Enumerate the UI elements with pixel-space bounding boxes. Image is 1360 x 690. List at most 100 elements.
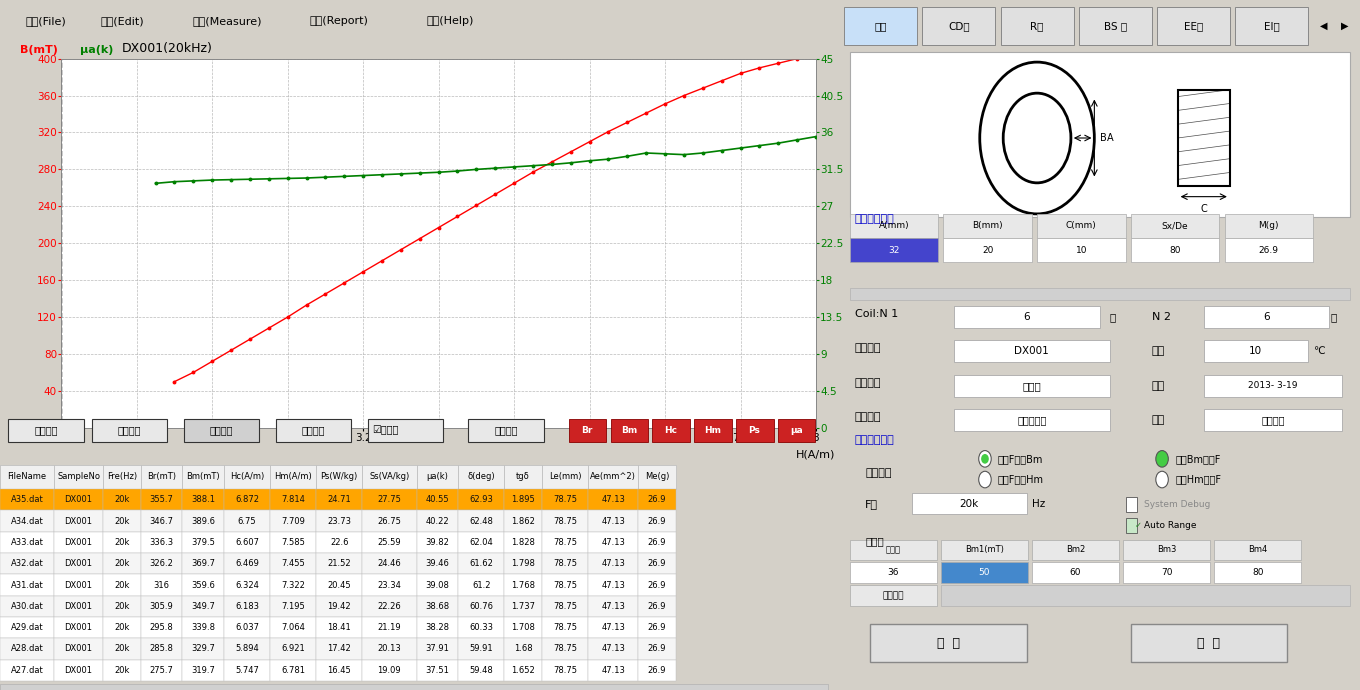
Text: 389.6: 389.6 [192, 517, 215, 526]
Text: Bm2: Bm2 [1066, 545, 1085, 555]
Bar [54, 532, 103, 553]
Text: DX001: DX001 [65, 666, 92, 675]
Text: 379.5: 379.5 [192, 538, 215, 547]
Text: 20k: 20k [960, 499, 979, 509]
Circle shape [1156, 471, 1168, 488]
Bar [505, 638, 543, 660]
Text: tgδ: tgδ [517, 473, 530, 482]
Text: 26.9: 26.9 [647, 602, 666, 611]
Bar [0, 511, 54, 532]
Text: 78.75: 78.75 [554, 495, 577, 504]
Text: 材料名称: 材料名称 [854, 378, 881, 388]
Text: Le(mm): Le(mm) [548, 473, 581, 482]
Text: 盈德兴磁电: 盈德兴磁电 [1017, 415, 1047, 425]
Text: 23.34: 23.34 [378, 580, 401, 589]
Bar [224, 511, 271, 532]
Bar [140, 574, 182, 595]
Bar [103, 660, 140, 681]
Text: 7.195: 7.195 [282, 602, 305, 611]
Text: 26.9: 26.9 [647, 580, 666, 589]
Bar [362, 489, 416, 511]
FancyBboxPatch shape [92, 419, 167, 442]
Bar [182, 489, 224, 511]
Text: 20.13: 20.13 [378, 644, 401, 653]
Bar [543, 511, 588, 532]
Text: 样品参数输入: 样品参数输入 [854, 215, 895, 224]
Text: 样品编号: 样品编号 [854, 344, 881, 353]
Bar [416, 638, 458, 660]
Bar [0, 660, 54, 681]
Text: A31.dat: A31.dat [11, 580, 44, 589]
Text: 6.75: 6.75 [238, 517, 257, 526]
Bar [140, 660, 182, 681]
Text: Bm(mT): Bm(mT) [186, 473, 220, 482]
Text: 1.737: 1.737 [511, 602, 536, 611]
Text: 采样波形: 采样波形 [34, 426, 57, 435]
Bar [182, 660, 224, 681]
Bar [182, 638, 224, 660]
Bar [140, 638, 182, 660]
Bar [1224, 214, 1314, 238]
Text: Ps: Ps [748, 426, 760, 435]
Bar [953, 375, 1110, 397]
Bar [0, 574, 54, 595]
FancyBboxPatch shape [1001, 7, 1073, 45]
Bar [103, 595, 140, 617]
Bar [0, 684, 828, 690]
Text: 1.68: 1.68 [514, 644, 533, 653]
Text: A30.dat: A30.dat [11, 602, 44, 611]
Text: 339.8: 339.8 [192, 623, 215, 632]
Text: 7.814: 7.814 [282, 495, 305, 504]
Text: 19.42: 19.42 [328, 602, 351, 611]
Text: 316: 316 [154, 580, 170, 589]
Text: 388.1: 388.1 [192, 495, 215, 504]
Text: EE型: EE型 [1183, 21, 1204, 31]
Bar [588, 489, 638, 511]
Bar [638, 489, 676, 511]
Bar [588, 511, 638, 532]
Bar [140, 511, 182, 532]
Text: 6.469: 6.469 [235, 559, 260, 569]
Text: 326.2: 326.2 [150, 559, 173, 569]
Bar [271, 638, 316, 660]
Text: 7.709: 7.709 [282, 517, 305, 526]
Text: 6.872: 6.872 [235, 495, 260, 504]
Bar [54, 617, 103, 638]
Bar [505, 489, 543, 511]
Bar [1204, 306, 1329, 328]
Bar [316, 464, 362, 489]
Text: 磁带回线: 磁带回线 [118, 426, 141, 435]
Text: 23.73: 23.73 [328, 517, 351, 526]
Text: 47.13: 47.13 [601, 602, 626, 611]
Bar [458, 489, 505, 511]
Text: 匝: 匝 [1331, 312, 1337, 322]
Text: 实验测试: 实验测试 [1261, 415, 1285, 425]
Text: μa: μa [790, 426, 802, 435]
Bar [54, 553, 103, 574]
Text: A(mm): A(mm) [879, 221, 908, 230]
Bar [505, 532, 543, 553]
Text: Hc(A/m): Hc(A/m) [230, 473, 264, 482]
Bar [362, 574, 416, 595]
Bar [316, 574, 362, 595]
FancyBboxPatch shape [1078, 7, 1152, 45]
Text: 对比分析: 对比分析 [494, 426, 518, 435]
Text: 1.708: 1.708 [511, 623, 534, 632]
Bar [54, 464, 103, 489]
Text: 78.75: 78.75 [554, 580, 577, 589]
Text: 固定F设定Bm: 固定F设定Bm [998, 454, 1043, 464]
Text: δ(deg): δ(deg) [468, 473, 495, 482]
Text: ✓: ✓ [1136, 521, 1142, 531]
Text: 17.42: 17.42 [328, 644, 351, 653]
Text: Bm1(mT): Bm1(mT) [964, 545, 1004, 555]
Bar [316, 532, 362, 553]
Text: 6.607: 6.607 [235, 538, 260, 547]
Text: 测试参数输入: 测试参数输入 [854, 435, 895, 445]
Bar [416, 464, 458, 489]
Bar [224, 553, 271, 574]
Bar [271, 511, 316, 532]
Text: Hz: Hz [1032, 499, 1044, 509]
FancyBboxPatch shape [611, 419, 649, 442]
Bar [103, 489, 140, 511]
Text: 20k: 20k [114, 495, 129, 504]
